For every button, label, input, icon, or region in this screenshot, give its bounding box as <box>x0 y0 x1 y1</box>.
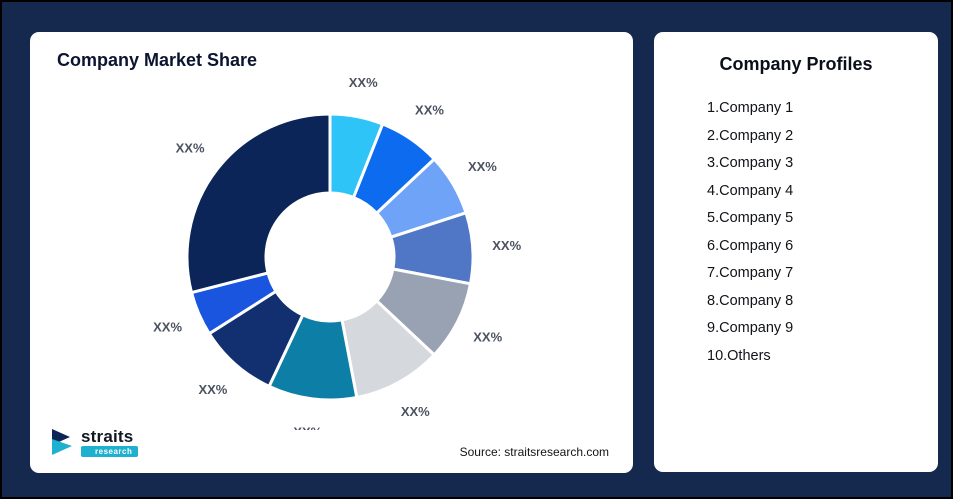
company-profile-item: 1.Company 1 <box>707 100 794 116</box>
donut-segment-label: XX% <box>492 238 521 253</box>
donut-segment-label: XX% <box>349 75 378 90</box>
donut-segment-label: XX% <box>401 404 430 419</box>
chart-title: Company Market Share <box>57 50 258 70</box>
straits-research-logo: straits research <box>50 426 139 457</box>
company-profile-item: 2.Company 2 <box>707 127 794 144</box>
company-profile-item: 10.Others <box>707 347 771 364</box>
donut-segment-label: XX% <box>473 329 502 344</box>
logo-text: straits research <box>81 426 139 457</box>
logo-icon <box>52 429 72 455</box>
market-share-card: Company Market Share XX% XX% XX% XX% XX% XX% X… <box>30 32 633 473</box>
source-text: Source: straitsresearch.com <box>459 445 609 459</box>
donut-segment-others <box>185 112 332 295</box>
logo-name: straits <box>81 426 134 446</box>
donut-segment-label: XX% <box>415 103 444 118</box>
donut-segment-label: XX% <box>153 319 182 334</box>
profiles-title: Company Profiles <box>719 54 873 74</box>
company-profile-item: 3.Company 3 <box>707 155 794 171</box>
company-profile-item: 6.Company 6 <box>707 237 794 254</box>
logo-subtitle: research <box>81 445 139 457</box>
company-profile-item: 5.Company 5 <box>707 210 794 226</box>
donut-segment-label: XX% <box>468 159 497 174</box>
company-profile-item: 8.Company 8 <box>707 292 794 309</box>
donut-segment-label: XX% <box>293 425 322 430</box>
company-profile-item: 9.Company 9 <box>707 320 794 336</box>
donut-chart: XX% XX% XX% XX% XX% XX% XX% XX% XX% XX% <box>153 75 521 430</box>
company-profile-item: 4.Company 4 <box>707 182 794 199</box>
company-profiles-list: 1.Company 1 2.Company 2 3.Company 3 4.Compa… <box>707 95 938 370</box>
company-profile-item: 7.Company 7 <box>707 265 794 281</box>
donut-segment-label: XX% <box>176 141 205 156</box>
donut-segment-label: XX% <box>198 382 227 397</box>
company-profiles-card: Company Profiles 1.Company 1 2.Company 2 3… <box>654 32 938 472</box>
